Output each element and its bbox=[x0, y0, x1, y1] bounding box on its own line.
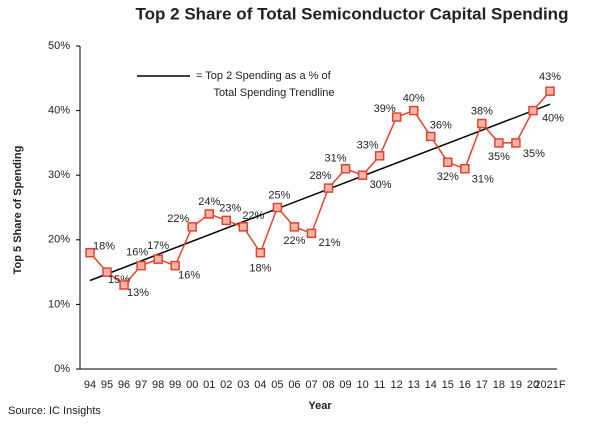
chart-title: Top 2 Share of Total Semiconductor Capit… bbox=[136, 4, 569, 23]
source: Source: IC Insights bbox=[8, 405, 101, 417]
data-label: 31% bbox=[472, 174, 494, 186]
data-label: 30% bbox=[370, 179, 392, 191]
x-tick-label: 2021F bbox=[534, 379, 565, 391]
marker bbox=[340, 163, 351, 174]
x-tick-label: 06 bbox=[288, 379, 300, 391]
y-tick-label: 40% bbox=[48, 105, 70, 117]
marker bbox=[494, 138, 504, 148]
marker bbox=[511, 138, 521, 148]
y-axis-label: Top 5 Share of Spending bbox=[12, 146, 24, 275]
marker bbox=[391, 112, 402, 122]
data-label: 36% bbox=[430, 119, 452, 131]
marker bbox=[221, 215, 232, 226]
y-tick-label: 50% bbox=[48, 40, 70, 52]
data-label: 22% bbox=[167, 213, 189, 225]
x-tick-label: 07 bbox=[305, 379, 317, 391]
x-tick-label: 12 bbox=[391, 379, 403, 391]
data-label: 24% bbox=[198, 196, 220, 208]
marker bbox=[323, 183, 334, 193]
marker bbox=[477, 118, 487, 129]
data-label: 13% bbox=[127, 287, 149, 299]
data-label: 40% bbox=[403, 93, 425, 105]
x-tick-label: 11 bbox=[374, 379, 385, 391]
x-tick-label: 08 bbox=[322, 379, 334, 391]
x-tick-label: 95 bbox=[101, 379, 113, 391]
marker bbox=[289, 222, 300, 232]
x-axis-label: Year bbox=[308, 400, 332, 412]
x-tick-label: 10 bbox=[356, 379, 368, 391]
y-tick-label: 20% bbox=[48, 234, 70, 246]
marker bbox=[187, 222, 197, 232]
marker bbox=[272, 202, 283, 213]
marker bbox=[460, 163, 470, 174]
data-label: 43% bbox=[539, 71, 561, 83]
x-tick-label: 97 bbox=[135, 379, 147, 391]
data-label: 18% bbox=[93, 241, 115, 253]
trendline bbox=[89, 103, 551, 282]
x-tick-label: 13 bbox=[408, 379, 420, 391]
marker bbox=[204, 209, 215, 219]
data-line bbox=[89, 90, 551, 287]
x-tick-label: 94 bbox=[84, 379, 96, 391]
marker bbox=[85, 247, 95, 258]
x-tick-label: 02 bbox=[220, 379, 232, 391]
x-tick-label: 18 bbox=[493, 379, 505, 391]
marker bbox=[357, 170, 368, 180]
marker bbox=[545, 86, 555, 96]
marker bbox=[102, 267, 112, 277]
marker bbox=[425, 131, 436, 142]
data-label: 23% bbox=[219, 202, 241, 214]
x-tick-label: 04 bbox=[254, 379, 266, 391]
marker bbox=[528, 105, 538, 116]
data-label: 39% bbox=[374, 103, 396, 115]
data-label: 17% bbox=[147, 240, 169, 252]
x-tick-label: 14 bbox=[425, 379, 437, 391]
data-label: 40% bbox=[542, 113, 564, 125]
data-label: 21% bbox=[318, 237, 340, 249]
y-tick-label: 0% bbox=[54, 363, 70, 375]
x-tick-label: 16 bbox=[459, 379, 471, 391]
data-label: 35% bbox=[488, 151, 510, 163]
marker bbox=[255, 247, 266, 258]
data-label: 16% bbox=[126, 247, 148, 259]
y-tick-label: 30% bbox=[48, 169, 70, 181]
data-label: 32% bbox=[437, 171, 459, 183]
marker bbox=[153, 254, 163, 264]
data-label: 16% bbox=[178, 270, 200, 282]
x-tick-label: 96 bbox=[118, 379, 130, 391]
data-label: 35% bbox=[523, 148, 545, 160]
marker bbox=[443, 157, 453, 168]
x-tick-label: 03 bbox=[237, 379, 249, 391]
x-tick-label: 00 bbox=[186, 379, 198, 391]
data-label: 25% bbox=[268, 189, 290, 201]
marker bbox=[374, 151, 385, 161]
marker bbox=[408, 105, 419, 116]
marker bbox=[119, 280, 129, 290]
x-tick-label: 20 bbox=[527, 379, 539, 391]
marker bbox=[170, 260, 180, 271]
data-label: 31% bbox=[325, 153, 347, 165]
x-tick-label: 17 bbox=[476, 379, 488, 391]
marker bbox=[306, 228, 317, 239]
trendline-label: Total Spending Trendline bbox=[213, 87, 334, 99]
y-tick-label: 10% bbox=[48, 298, 70, 310]
data-label: 33% bbox=[357, 140, 379, 152]
trendline-label: = Top 2 Spending as a % of bbox=[196, 70, 332, 82]
data-label: 28% bbox=[310, 170, 332, 182]
x-tick-label: 09 bbox=[339, 379, 351, 391]
x-tick-label: 19 bbox=[510, 379, 522, 391]
x-tick-label: 99 bbox=[169, 379, 181, 391]
x-tick-label: 05 bbox=[271, 379, 283, 391]
data-label: 22% bbox=[283, 235, 305, 247]
x-tick-label: 15 bbox=[442, 379, 454, 391]
data-label: 22% bbox=[242, 210, 264, 222]
marker bbox=[136, 260, 146, 271]
data-label: 38% bbox=[471, 105, 493, 117]
x-tick-label: 98 bbox=[152, 379, 164, 391]
data-label: 18% bbox=[249, 263, 271, 275]
x-tick-label: 01 bbox=[203, 379, 215, 391]
marker bbox=[238, 222, 249, 232]
